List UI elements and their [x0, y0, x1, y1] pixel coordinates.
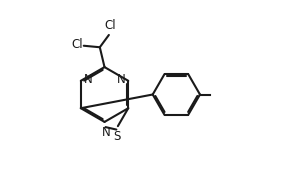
Text: N: N	[102, 126, 111, 139]
Text: Cl: Cl	[104, 19, 116, 32]
Text: Cl: Cl	[71, 38, 83, 51]
Text: S: S	[113, 130, 120, 143]
Text: N: N	[117, 73, 125, 86]
Text: N: N	[84, 73, 92, 86]
